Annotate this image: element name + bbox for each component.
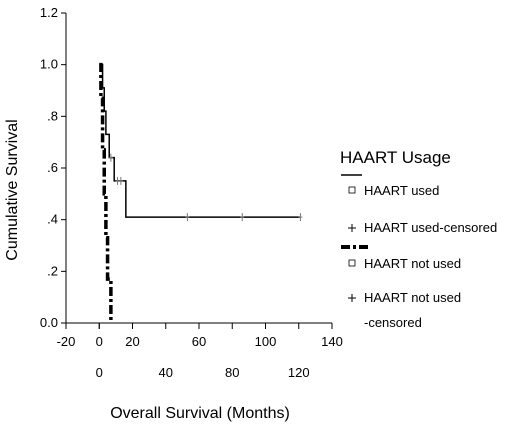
- legend-title: HAART Usage: [340, 148, 451, 167]
- x-tick-label: 60: [192, 334, 206, 349]
- y-tick-label: .6: [47, 160, 58, 175]
- legend-entry-haart-used-censored: HAART used-censored: [364, 220, 497, 235]
- y-tick-label: .8: [47, 108, 58, 123]
- censored-marker: [108, 153, 113, 162]
- x-axis-title: Overall Survival (Months): [110, 405, 290, 422]
- y-tick-label: .2: [47, 263, 58, 278]
- legend: HAART Usage HAART used HAART used-censor…: [340, 148, 497, 330]
- x-tick-label: -20: [57, 334, 76, 349]
- legend-entry-haart-not-used: HAART not used: [364, 256, 461, 271]
- y-tick-label: 1.2: [40, 5, 58, 20]
- x-tick-label: 100: [255, 334, 277, 349]
- series-1-line: [99, 63, 301, 218]
- x-tick-label: 0: [96, 334, 103, 349]
- censored-marker: [298, 213, 303, 222]
- x-tick-label: 20: [125, 334, 139, 349]
- legend-plus-marker: [348, 294, 356, 302]
- y-tick-label: 1.0: [40, 57, 58, 72]
- x-tick-label: 40: [159, 365, 173, 380]
- legend-plus-marker: [348, 224, 356, 232]
- legend-entry-haart-not-used-censored: HAART not used: [364, 290, 461, 305]
- x-tick-label: 80: [225, 365, 239, 380]
- censored-marker: [185, 213, 190, 222]
- y-ticks: 0.0 .2 .4 .6 .8 1.0 1.2: [40, 5, 66, 330]
- x-tick-label: 0: [96, 365, 103, 380]
- y-tick-label: 0.0: [40, 315, 58, 330]
- censored-marker: [240, 213, 245, 222]
- x-tick-label: 140: [321, 334, 343, 349]
- x-tick-label: 120: [288, 365, 310, 380]
- legend-square-marker: [348, 259, 356, 267]
- legend-entry-haart-not-used-censored-cont: -censored: [364, 315, 422, 330]
- y-axis-title: Cumulative Survival: [4, 119, 21, 260]
- legend-square-marker: [348, 186, 356, 194]
- series-2-line: [99, 62, 113, 323]
- legend-entry-haart-used: HAART used: [364, 183, 439, 198]
- censored-marker: [118, 176, 123, 185]
- y-tick-label: .4: [47, 212, 58, 227]
- x-ticks: -20 0 20 60 100 140 0 40 80 120: [57, 323, 343, 380]
- series-layer: [99, 62, 303, 323]
